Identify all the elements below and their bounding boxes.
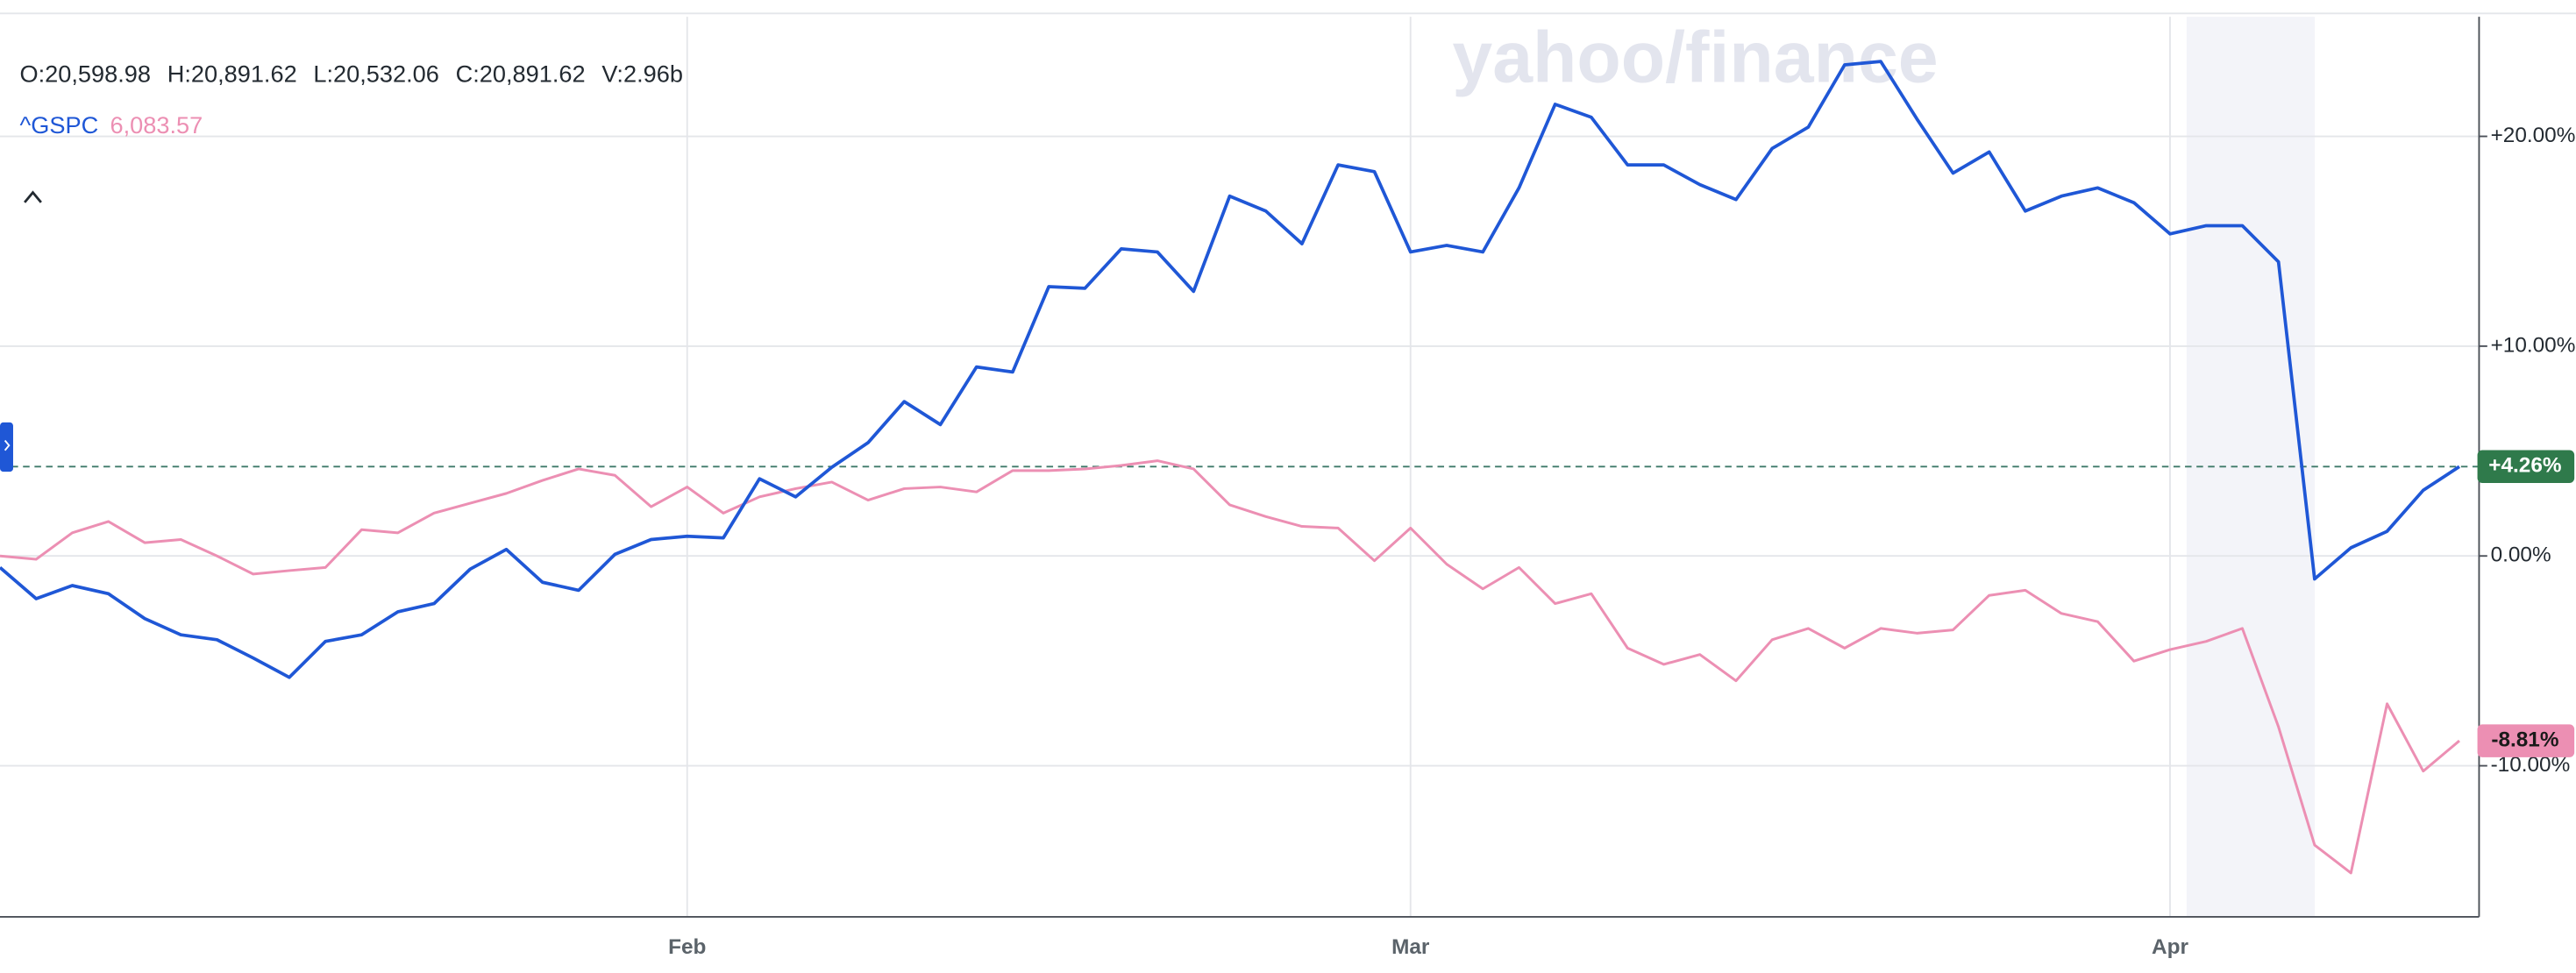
side-tab-arrow <box>4 439 11 451</box>
series-line <box>0 60 2460 679</box>
ohlc-value: O:20,598.98 <box>19 60 150 88</box>
end-badge-label: +4.26% <box>2488 454 2561 478</box>
y-tick-label: +20.00% <box>2491 124 2576 147</box>
x-tick-label: Feb <box>668 935 706 959</box>
end-badge-label: -8.81% <box>2491 728 2558 752</box>
ohlc-value: H:20,891.62 <box>167 60 297 88</box>
ohlc-row: O:20,598.98 H:20,891.62 L:20,532.06 C:20,89… <box>19 60 682 88</box>
watermark: yahoo/finance <box>1452 17 1938 97</box>
collapse-caret[interactable] <box>24 190 42 203</box>
x-tick-label: Mar <box>1391 935 1430 959</box>
ohlc-value: V:2.96b <box>601 60 683 88</box>
y-tick-label: +10.00% <box>2491 333 2576 357</box>
series-line <box>0 459 2460 875</box>
legend-price: 6,083.57 <box>110 111 203 138</box>
end-badge <box>2477 724 2575 757</box>
x-tick-label: Apr <box>2152 935 2188 959</box>
y-tick-label: 0.00% <box>2491 543 2551 567</box>
legend-name: ^GSPC <box>19 111 98 138</box>
ohlc-value: C:20,891.62 <box>456 60 586 88</box>
side-tab[interactable] <box>0 422 13 472</box>
end-badge <box>2477 450 2575 484</box>
ohlc-value: L:20,532.06 <box>313 60 438 88</box>
